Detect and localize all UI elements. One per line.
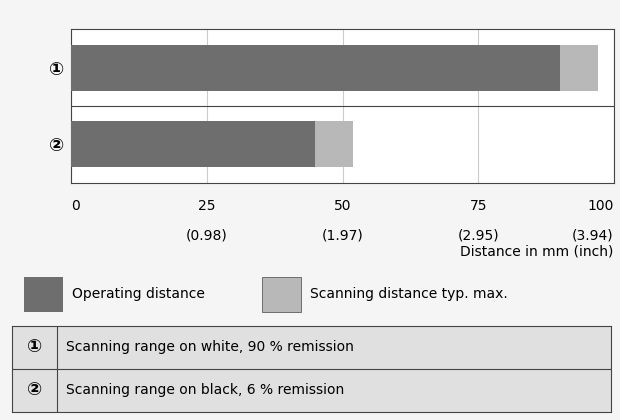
Text: Operating distance: Operating distance	[72, 287, 205, 301]
Text: Scanning range on white, 90 % remission: Scanning range on white, 90 % remission	[66, 340, 354, 354]
Text: Scanning range on black, 6 % remission: Scanning range on black, 6 % remission	[66, 383, 345, 397]
Text: 100: 100	[587, 199, 614, 213]
Bar	[316, 121, 353, 167]
Text: (2.95): (2.95)	[458, 228, 499, 243]
Bar	[71, 121, 316, 167]
Text: Scanning distance typ. max.: Scanning distance typ. max.	[310, 287, 508, 301]
Text: ②: ②	[27, 381, 42, 399]
Bar	[71, 45, 559, 91]
Text: (3.94): (3.94)	[572, 228, 614, 243]
Text: 75: 75	[469, 199, 487, 213]
Bar	[262, 277, 301, 312]
Bar	[24, 277, 63, 312]
Text: ①: ①	[27, 338, 42, 356]
Text: 25: 25	[198, 199, 216, 213]
Text: 50: 50	[334, 199, 352, 213]
Text: Distance in mm (inch): Distance in mm (inch)	[461, 244, 614, 258]
Text: (1.97): (1.97)	[322, 228, 363, 243]
Text: 0: 0	[71, 199, 80, 213]
Bar	[559, 45, 598, 91]
Text: (0.98): (0.98)	[186, 228, 228, 243]
